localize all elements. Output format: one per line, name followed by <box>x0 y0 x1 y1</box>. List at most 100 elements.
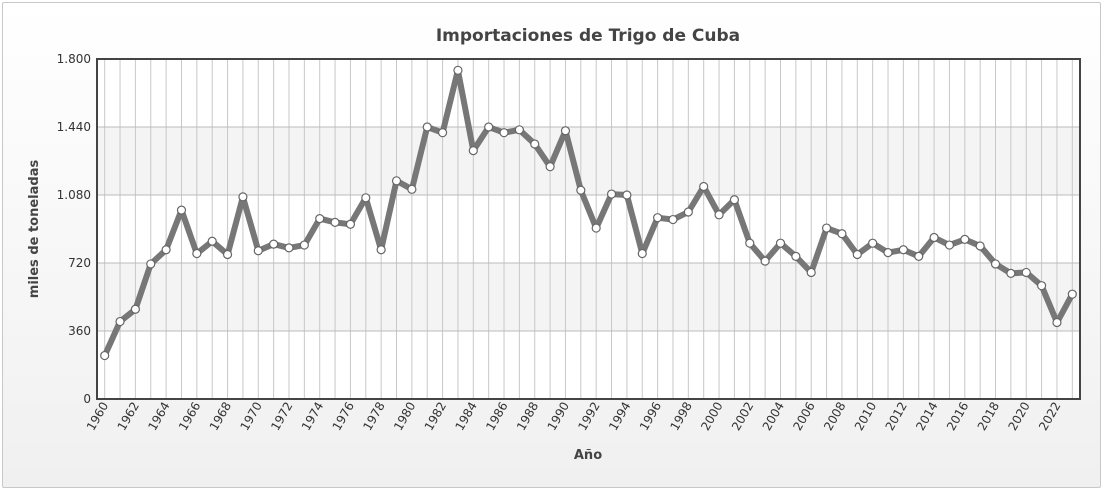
data-point <box>975 241 985 251</box>
data-point <box>345 219 356 229</box>
x-tick-label: 2006 <box>790 400 817 433</box>
x-tick-label: 1998 <box>668 400 695 433</box>
y-tick-label: 360 <box>68 324 91 338</box>
x-tick-label: 2016 <box>944 400 971 433</box>
data-point <box>299 240 309 250</box>
data-point <box>883 248 893 258</box>
data-point <box>852 249 862 260</box>
data-point <box>192 248 202 259</box>
data-markers <box>100 65 1077 361</box>
y-tick-labels: 0 360 720 1.080 1.440 1.800 <box>57 52 91 406</box>
data-point <box>576 185 586 195</box>
data-point <box>868 238 878 248</box>
plot-border <box>96 58 1081 400</box>
x-tick-label: 2010 <box>852 400 879 433</box>
data-point <box>238 192 248 202</box>
data-point <box>944 240 955 250</box>
x-tick-label: 2022 <box>1036 400 1063 433</box>
x-tick-label: 2018 <box>975 400 1002 433</box>
data-point <box>714 210 724 220</box>
data-point <box>791 251 801 261</box>
plot-band <box>97 59 1080 127</box>
plot-bands <box>97 59 1080 399</box>
data-point <box>330 217 340 227</box>
data-point <box>1021 267 1031 278</box>
x-tick-label: 1988 <box>514 400 541 433</box>
x-tick-label: 1982 <box>422 400 449 433</box>
data-point <box>115 316 125 327</box>
data-point <box>284 243 294 253</box>
x-tick-label: 1962 <box>115 400 142 433</box>
data-point <box>560 126 571 136</box>
x-tick-label: 1980 <box>391 400 418 433</box>
x-tick-label: 1966 <box>176 400 203 433</box>
data-point <box>775 238 786 248</box>
data-point <box>990 259 1001 269</box>
x-tick-label: 1984 <box>453 400 480 433</box>
x-tick-label: 2000 <box>698 400 725 433</box>
x-tick-label: 2002 <box>729 400 756 433</box>
data-point <box>699 181 709 192</box>
data-point <box>683 207 693 217</box>
x-tick-label: 1978 <box>360 400 387 433</box>
data-point <box>1067 289 1077 299</box>
x-tick-label: 1972 <box>268 400 295 433</box>
data-point <box>1006 268 1016 278</box>
x-axis-title: Año <box>574 448 602 463</box>
series-line <box>101 67 1076 359</box>
data-point <box>1052 317 1062 328</box>
x-tick-label: 1986 <box>483 400 510 433</box>
data-point <box>468 146 478 156</box>
data-point <box>422 122 432 132</box>
data-point <box>100 350 110 361</box>
data-point <box>545 162 555 172</box>
data-point <box>514 125 524 135</box>
data-point <box>637 248 647 259</box>
data-point <box>1037 281 1047 291</box>
x-tick-label: 1974 <box>299 400 326 433</box>
data-point <box>453 65 463 75</box>
data-point <box>668 214 678 225</box>
data-point <box>391 176 402 186</box>
plot-band <box>97 331 1080 399</box>
data-point <box>146 259 156 269</box>
data-point <box>176 205 187 215</box>
data-point <box>898 245 908 255</box>
x-tick-label: 1964 <box>145 400 172 433</box>
plot-band <box>97 263 1080 331</box>
x-tick-label: 1976 <box>330 400 357 433</box>
x-tick-label: 1990 <box>545 400 572 433</box>
data-point <box>253 246 263 256</box>
data-point <box>745 238 755 248</box>
x-tick-label: 2004 <box>760 400 787 433</box>
data-point <box>130 304 140 314</box>
data-point <box>161 245 171 255</box>
data-point <box>222 249 233 260</box>
data-point <box>315 214 325 224</box>
x-tick-label: 1992 <box>575 400 602 433</box>
data-point <box>929 232 939 243</box>
data-point <box>729 195 740 205</box>
x-tick-labels: 1960 1962 1964 1966 1968 1970 1972 1974 1976 1978… <box>84 400 1064 433</box>
chart-title: Importaciones de Trigo de Cuba <box>436 26 740 46</box>
data-point <box>914 251 924 261</box>
data-point <box>837 229 847 239</box>
x-tick-label: 1994 <box>606 400 633 433</box>
data-point <box>407 184 417 194</box>
x-tick-label: 1968 <box>207 400 234 433</box>
data-point <box>499 128 509 138</box>
data-point <box>269 239 279 249</box>
data-point <box>207 236 217 246</box>
data-point <box>960 234 970 244</box>
data-point <box>530 139 540 149</box>
data-point <box>821 223 832 233</box>
y-tick-label: 1.440 <box>57 120 91 134</box>
x-tick-label: 2008 <box>821 400 848 433</box>
data-point <box>484 122 494 132</box>
x-tick-label: 2012 <box>883 400 910 433</box>
y-tick-label: 720 <box>68 256 91 270</box>
x-tick-label: 2014 <box>913 400 940 433</box>
data-point <box>806 267 816 278</box>
y-axis-title: miles de toneladas <box>27 160 42 299</box>
